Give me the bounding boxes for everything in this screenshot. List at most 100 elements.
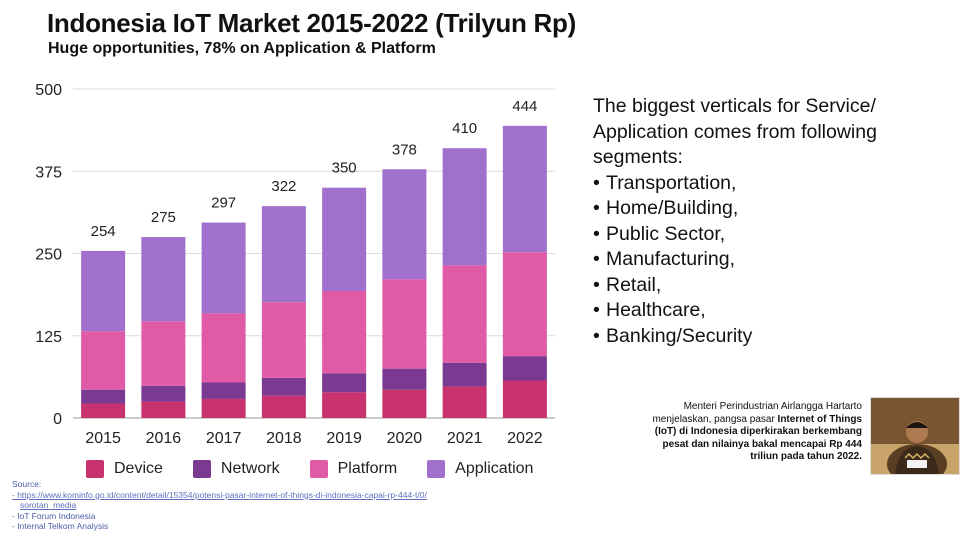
x-tick-label: 2017 (206, 430, 242, 447)
vertical-item-label: Public Sector, (606, 222, 726, 245)
verticals-intro: Application comes from following (593, 120, 877, 143)
source-link-continued[interactable]: sorotan_media (20, 500, 77, 510)
photo-caption: Menteri Perindustrian Airlangga Hartarto… (600, 401, 862, 464)
bar-segment-device (382, 389, 427, 418)
bar-segment-platform (502, 252, 547, 357)
bar-segment-application (502, 125, 547, 253)
page-subtitle: Huge opportunities, 78% on Application &… (48, 40, 436, 57)
y-tick-label: 500 (35, 82, 62, 99)
bar-segment-network (382, 368, 427, 390)
caption-line: pesat dan nilainya bakal mencapai Rp 444 (662, 438, 862, 450)
bar-segment-application (442, 148, 487, 266)
caption-line: Menteri Perindustrian Airlangga Hartarto (683, 401, 862, 412)
bar-total-label: 410 (452, 120, 477, 137)
caption-line: menjelaskan, pangsa pasar Internet of Th… (652, 413, 862, 425)
bar-segment-platform (201, 313, 246, 383)
y-tick-label: 250 (35, 247, 62, 264)
bullet-icon: • (593, 197, 600, 219)
vertical-item-label: Banking/Security (606, 324, 753, 347)
legend-label: Platform (337, 460, 398, 477)
bar-segment-network (322, 373, 367, 393)
bar-segment-platform (442, 265, 487, 363)
bar-segment-application (81, 250, 126, 332)
bullet-icon: • (593, 273, 600, 296)
source-item: - IoT Forum Indonesia (12, 510, 96, 521)
vertical-item: • Transportation, (593, 171, 877, 197)
minister-photo (870, 397, 960, 475)
vertical-item-label: Transportation, (606, 171, 737, 194)
vertical-item: • Public Sector, (593, 222, 877, 248)
legend-item-device: Device (86, 460, 163, 478)
bar-segment-application (201, 222, 246, 314)
legend-swatch (309, 460, 328, 478)
legend: Device Network Platform Application (86, 460, 563, 478)
page-title: Indonesia IoT Market 2015-2022 (Trilyun … (47, 8, 576, 38)
bar-segment-device (201, 398, 246, 418)
bar-segment-network (201, 382, 246, 399)
sources-heading: Source: (12, 479, 42, 489)
bar-segment-device (81, 403, 126, 418)
bullet-icon: • (593, 222, 600, 245)
bullet-icon: • (593, 248, 600, 270)
bar-total-label: 254 (91, 223, 116, 240)
legend-swatch (427, 460, 446, 478)
bar-total-label: 378 (392, 141, 417, 158)
bar-segment-device (141, 401, 186, 418)
verticals-intro: segments: (593, 146, 683, 168)
bar-segment-network (502, 356, 547, 381)
source-item: - Internal Telkom Analysis (12, 521, 109, 531)
bar-segment-network (261, 377, 306, 396)
vertical-item: • Home/Building, (593, 196, 877, 222)
bar-segment-application (382, 169, 427, 280)
bar-total-label: 350 (332, 160, 357, 177)
labels: 0 125 250 375 500 254 2015 275 2016 297 2017 322 201… (35, 82, 542, 447)
bar-segment-device (502, 380, 547, 418)
x-tick-label: 2018 (266, 430, 302, 447)
vertical-item-label: Healthcare, (606, 299, 706, 321)
bullet-icon: • (593, 324, 600, 347)
bar-segment-application (322, 187, 367, 292)
sources: Source: - https://www.kominfo.go.id/cont… (12, 479, 427, 532)
bar-segment-device (322, 392, 367, 418)
vertical-item: • Banking/Security (593, 324, 877, 350)
legend-swatch (192, 460, 211, 478)
y-tick-label: 375 (35, 164, 62, 181)
y-tick-label: 125 (35, 329, 62, 346)
legend-item-network: Network (192, 460, 280, 478)
x-tick-label: 2022 (507, 430, 543, 447)
bar-segment-platform (81, 331, 126, 390)
verticals-list: The biggest verticals for Service/ Appli… (593, 94, 877, 349)
bar-total-label: 297 (211, 195, 236, 212)
bars (81, 125, 547, 418)
vertical-item: • Retail, (593, 273, 877, 299)
legend-item-application: Application (427, 460, 533, 478)
bar-segment-platform (322, 291, 367, 374)
legend-label: Network (220, 460, 280, 477)
bar-total-label: 444 (512, 98, 537, 115)
x-tick-label: 2020 (387, 430, 423, 447)
source-link[interactable]: - https://www.kominfo.go.id/content/deta… (12, 489, 427, 500)
bullet-icon: • (593, 299, 600, 321)
y-tick-label: 0 (53, 411, 62, 428)
bar-segment-application (261, 206, 306, 303)
legend-label: Device (114, 460, 163, 477)
bar-segment-application (141, 237, 186, 322)
verticals-intro: The biggest verticals for Service/ (593, 95, 876, 117)
legend-swatch (86, 460, 104, 478)
vertical-item-label: Manufacturing, (606, 248, 735, 270)
vertical-item-label: Home/Building, (606, 197, 739, 219)
x-tick-label: 2019 (326, 430, 362, 447)
bar-segment-device (261, 395, 306, 418)
bullet-icon: • (593, 171, 600, 194)
vertical-item: • Manufacturing, (593, 247, 877, 273)
bar-segment-platform (141, 321, 186, 386)
caption-line: triliun pada tahun 2022. (750, 451, 862, 462)
bar-segment-network (141, 385, 186, 402)
bar-segment-network (442, 362, 487, 387)
stacked-bar-chart: 0 125 250 375 500 254 2015 275 2016 297 2017 322 201… (35, 82, 555, 447)
bar-total-label: 322 (271, 178, 296, 195)
x-tick-label: 2015 (85, 430, 121, 447)
bar-segment-platform (382, 279, 427, 369)
x-tick-label: 2016 (146, 430, 182, 447)
legend-label: Application (455, 460, 534, 477)
